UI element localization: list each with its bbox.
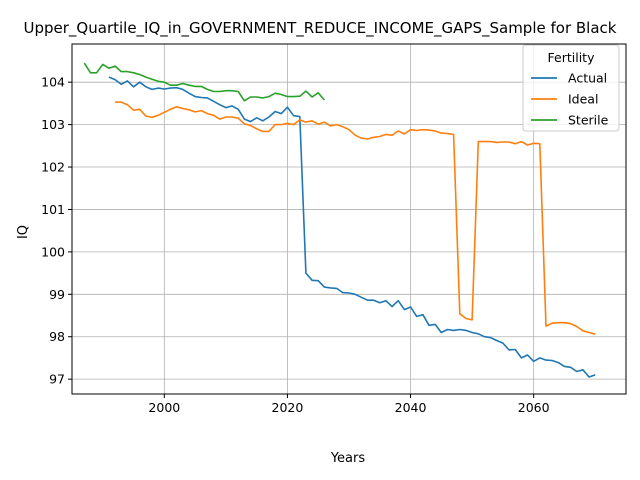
- y-tick-label: 99: [49, 287, 65, 302]
- y-axis-label: IQ: [16, 225, 31, 239]
- series-line-sterile: [83, 62, 326, 102]
- y-tick-label: 102: [41, 160, 65, 175]
- legend-label-actual: Actual: [568, 71, 607, 86]
- y-tick-label: 98: [49, 329, 65, 344]
- legend-label-sterile: Sterile: [568, 113, 609, 128]
- x-tick-label: 2000: [148, 400, 180, 415]
- y-axis: 97 98 99 100 101 102 103 104: [41, 75, 72, 387]
- series-line-actual: [108, 76, 596, 378]
- y-tick-label: 100: [41, 244, 65, 259]
- x-axis: 2000 2020 2040 2060: [148, 394, 550, 415]
- x-tick-label: 2060: [518, 400, 550, 415]
- legend: Fertility Actual Ideal Sterile: [522, 44, 620, 132]
- y-tick-label: 103: [41, 117, 65, 132]
- legend-box: [522, 44, 620, 132]
- legend-label-ideal: Ideal: [568, 92, 598, 107]
- series-line-ideal: [115, 101, 596, 335]
- x-tick-label: 2040: [395, 400, 427, 415]
- series-layer: [83, 62, 596, 378]
- chart-title: Upper_Quartile_IQ_in_GOVERNMENT_REDUCE_I…: [24, 19, 617, 38]
- plot-frame: [71, 43, 627, 395]
- y-tick-label: 101: [41, 202, 65, 217]
- y-tick-label: 97: [49, 372, 65, 387]
- x-axis-label: Years: [330, 451, 366, 466]
- legend-title: Fertility: [548, 50, 596, 65]
- y-tick-label: 104: [41, 75, 65, 90]
- x-tick-label: 2020: [272, 400, 304, 415]
